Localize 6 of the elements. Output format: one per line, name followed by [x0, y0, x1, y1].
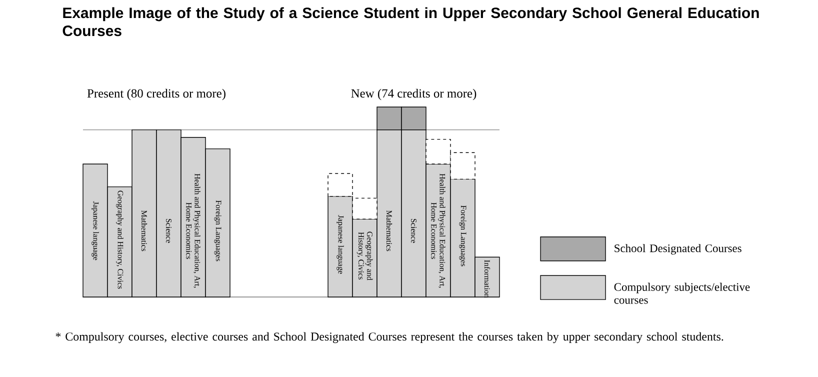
text: * Compulsory courses, elective courses and School Designated Courses represent the courses taken by upper secondary school students.	[56, 332, 724, 344]
chart-title: Example Image of the Study of a Science Student in Upper Secondary School General Education Courses	[62, 7, 759, 36]
text: Present (80 credits or more)	[87, 88, 226, 100]
text: New (74 credits or more)	[351, 88, 476, 100]
text: Compulsory subjects/elective courses	[614, 282, 750, 304]
text: School Designated Courses	[614, 244, 742, 255]
